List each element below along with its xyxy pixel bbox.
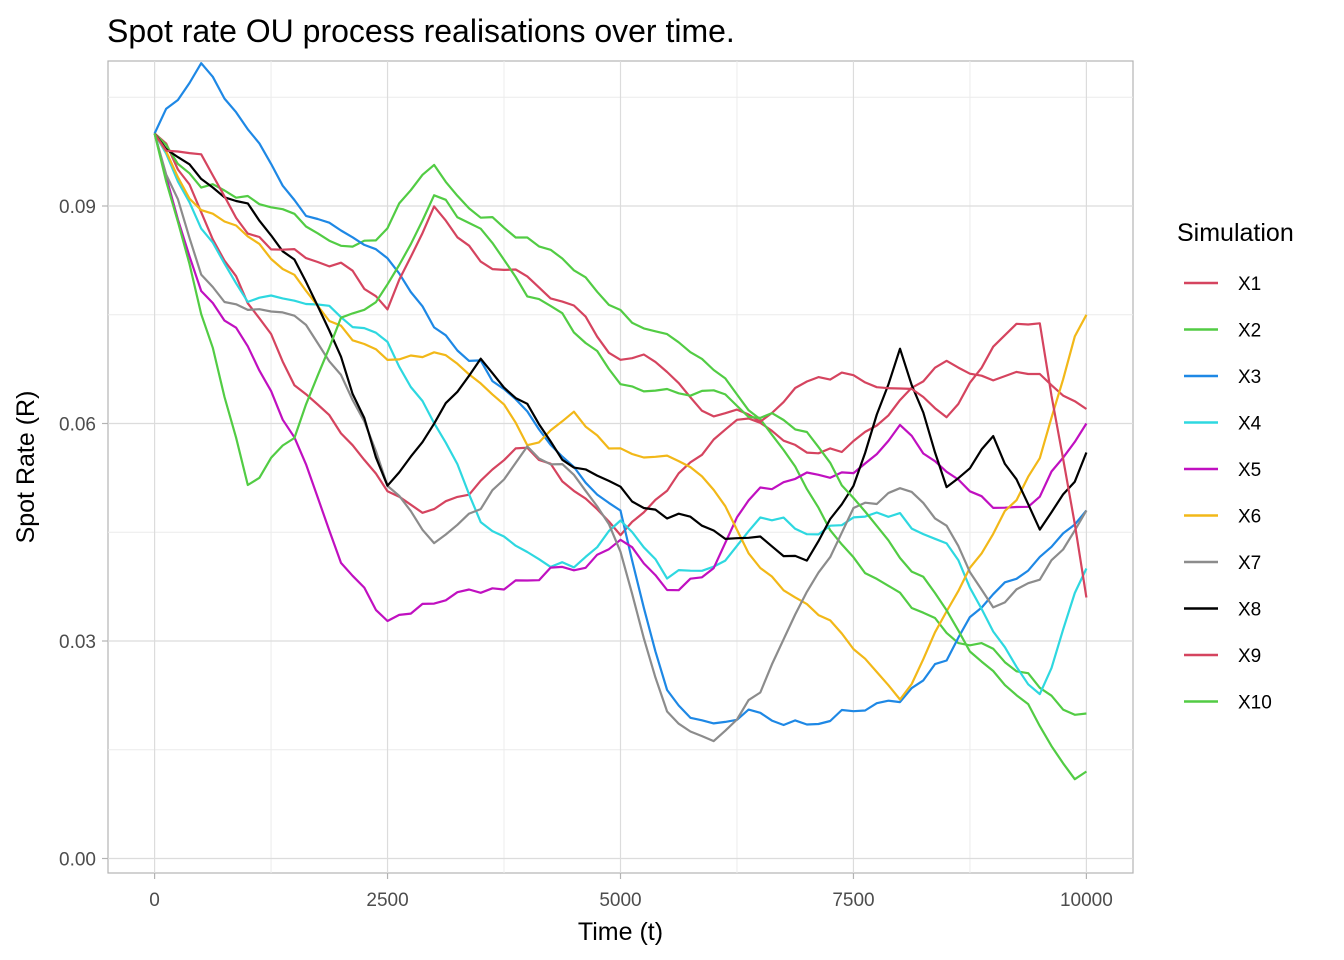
legend-label-x9: X9 [1238, 646, 1261, 667]
y-tick-label: 0.00 [59, 850, 96, 871]
y-axis-title: Spot Rate (R) [12, 391, 40, 544]
series-line-x3 [153, 62, 1088, 727]
series-lines [153, 62, 1088, 781]
x-tick-label: 2500 [366, 890, 408, 911]
legend: Simulation X1 X2 X3 X4 X5 X6 X7 X8 X9 X10 [1177, 219, 1294, 714]
legend-label-x1: X1 [1238, 274, 1261, 295]
series-line-x7 [153, 133, 1088, 743]
chart-title: Spot rate OU process realisations over t… [107, 13, 735, 49]
x-tick-label: 5000 [599, 890, 641, 911]
legend-label-x4: X4 [1238, 414, 1262, 435]
legend-label-x3: X3 [1238, 367, 1261, 388]
legend-label-x10: X10 [1238, 693, 1272, 714]
legend-label-x8: X8 [1238, 600, 1261, 621]
x-tick-label: 0 [149, 890, 160, 911]
series-line-x10 [153, 133, 1088, 781]
legend-label-x5: X5 [1238, 460, 1261, 481]
series-line-x8 [153, 132, 1088, 562]
y-tick-label: 0.03 [59, 632, 96, 653]
legend-label-x6: X6 [1238, 507, 1261, 528]
legend-label-x7: X7 [1238, 553, 1261, 574]
legend-title: Simulation [1177, 219, 1294, 247]
y-tick-label: 0.06 [59, 415, 96, 436]
x-axis-title: Time (t) [578, 918, 663, 946]
series-line-x5 [153, 133, 1088, 623]
x-tick-label: 7500 [832, 890, 874, 911]
series-line-x2 [153, 132, 1087, 716]
series-line-x9 [153, 132, 1088, 598]
grid-lines [108, 61, 1133, 873]
x-tick-label: 10000 [1060, 890, 1113, 911]
y-axis-ticks: 0.00 0.03 0.06 0.09 [59, 197, 108, 871]
x-axis-ticks: 0 2500 5000 7500 10000 [149, 873, 1113, 911]
legend-label-x2: X2 [1238, 321, 1261, 342]
series-line-x4 [153, 132, 1088, 696]
series-line-x6 [153, 132, 1088, 701]
y-tick-label: 0.09 [59, 197, 96, 218]
